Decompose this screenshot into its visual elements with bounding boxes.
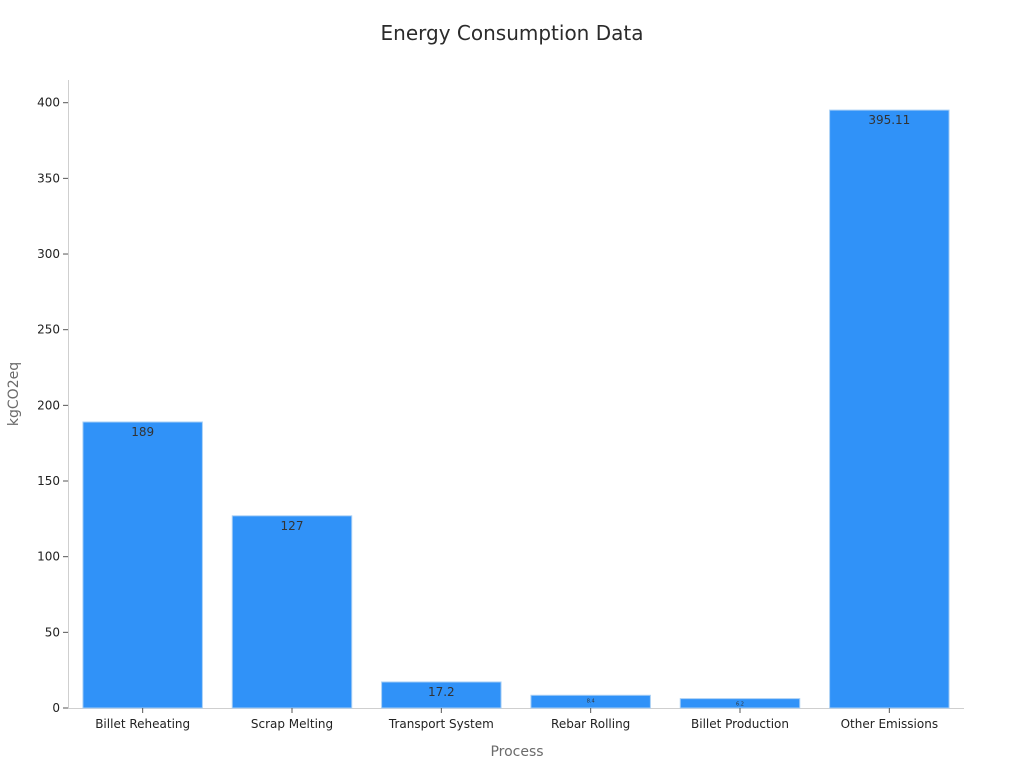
y-tick-label: 100 xyxy=(37,550,60,564)
y-tick-label: 400 xyxy=(37,96,60,110)
y-tick-label: 300 xyxy=(37,247,60,261)
bars: 189 127 17.2 8.4 6.2 395.11 xyxy=(82,109,950,709)
bar-value-label: 17.2 xyxy=(428,685,455,699)
y-tick-label: 50 xyxy=(45,625,60,639)
x-tick-label: Rebar Rolling xyxy=(551,717,630,731)
y-tick-label: 200 xyxy=(37,398,60,412)
bar-value-label: 8.4 xyxy=(587,698,595,704)
y-tick-label: 250 xyxy=(37,323,60,337)
bar-value-label: 127 xyxy=(281,519,304,533)
x-tick-label: Billet Reheating xyxy=(95,717,190,731)
x-tick-label: Transport System xyxy=(388,717,494,731)
y-tick-label: 350 xyxy=(37,171,60,185)
chart-title: Energy Consumption Data xyxy=(381,21,644,45)
x-ticks: Billet Reheating Scrap Melting Transport S… xyxy=(95,708,938,731)
bar xyxy=(829,109,950,709)
y-ticks: 0 50 100 150 200 250 300 350 400 xyxy=(37,96,68,715)
bar xyxy=(381,681,502,709)
y-tick-label: 150 xyxy=(37,474,60,488)
x-tick-label: Other Emissions xyxy=(841,717,939,731)
bar-value-label: 6.2 xyxy=(736,702,744,708)
bar xyxy=(231,515,353,709)
bar xyxy=(82,421,203,709)
bar-value-label: 189 xyxy=(131,425,154,439)
x-axis-label: Process xyxy=(490,744,543,760)
x-tick-label: Billet Production xyxy=(691,717,789,731)
bar-value-label: 395.11 xyxy=(868,113,910,127)
y-axis-label: kgCO2eq xyxy=(6,362,22,426)
y-tick-label: 0 xyxy=(52,701,60,715)
x-tick-label: Scrap Melting xyxy=(251,717,333,731)
